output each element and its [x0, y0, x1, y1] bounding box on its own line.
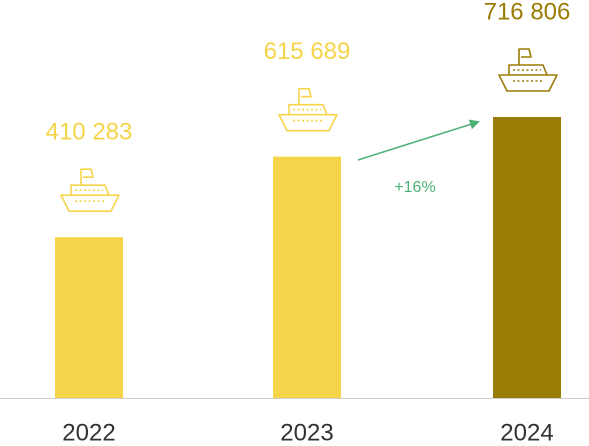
- ship-funnel: [518, 48, 532, 65]
- ship-hull: [60, 194, 120, 212]
- x-tick-label: 2023: [280, 419, 333, 446]
- ship-funnel: [80, 168, 94, 186]
- ship-windows: [293, 108, 323, 122]
- annotation: +16%: [394, 179, 435, 196]
- value-label: 410 283: [46, 119, 133, 146]
- ship-cabin: [288, 103, 328, 115]
- x-tick-label: 2024: [500, 419, 553, 446]
- ship-hull: [278, 113, 338, 132]
- bar: [493, 117, 561, 398]
- ship-cabin: [70, 184, 110, 196]
- ship-windows: [513, 69, 543, 82]
- ship-hull: [498, 74, 558, 92]
- x-tick-label: 2022: [62, 419, 115, 446]
- ship-icon: [498, 48, 558, 92]
- value-label: 615 689: [264, 38, 351, 65]
- growth-arrow: [357, 119, 480, 161]
- value-label: 716 806: [484, 0, 571, 25]
- ship-cabin: [508, 64, 548, 76]
- bar: [55, 237, 123, 398]
- ship-icon: [278, 87, 338, 132]
- ship-windows: [75, 189, 105, 202]
- ship-icon: [60, 168, 120, 212]
- bar: [273, 156, 341, 398]
- ship-funnel: [298, 87, 312, 105]
